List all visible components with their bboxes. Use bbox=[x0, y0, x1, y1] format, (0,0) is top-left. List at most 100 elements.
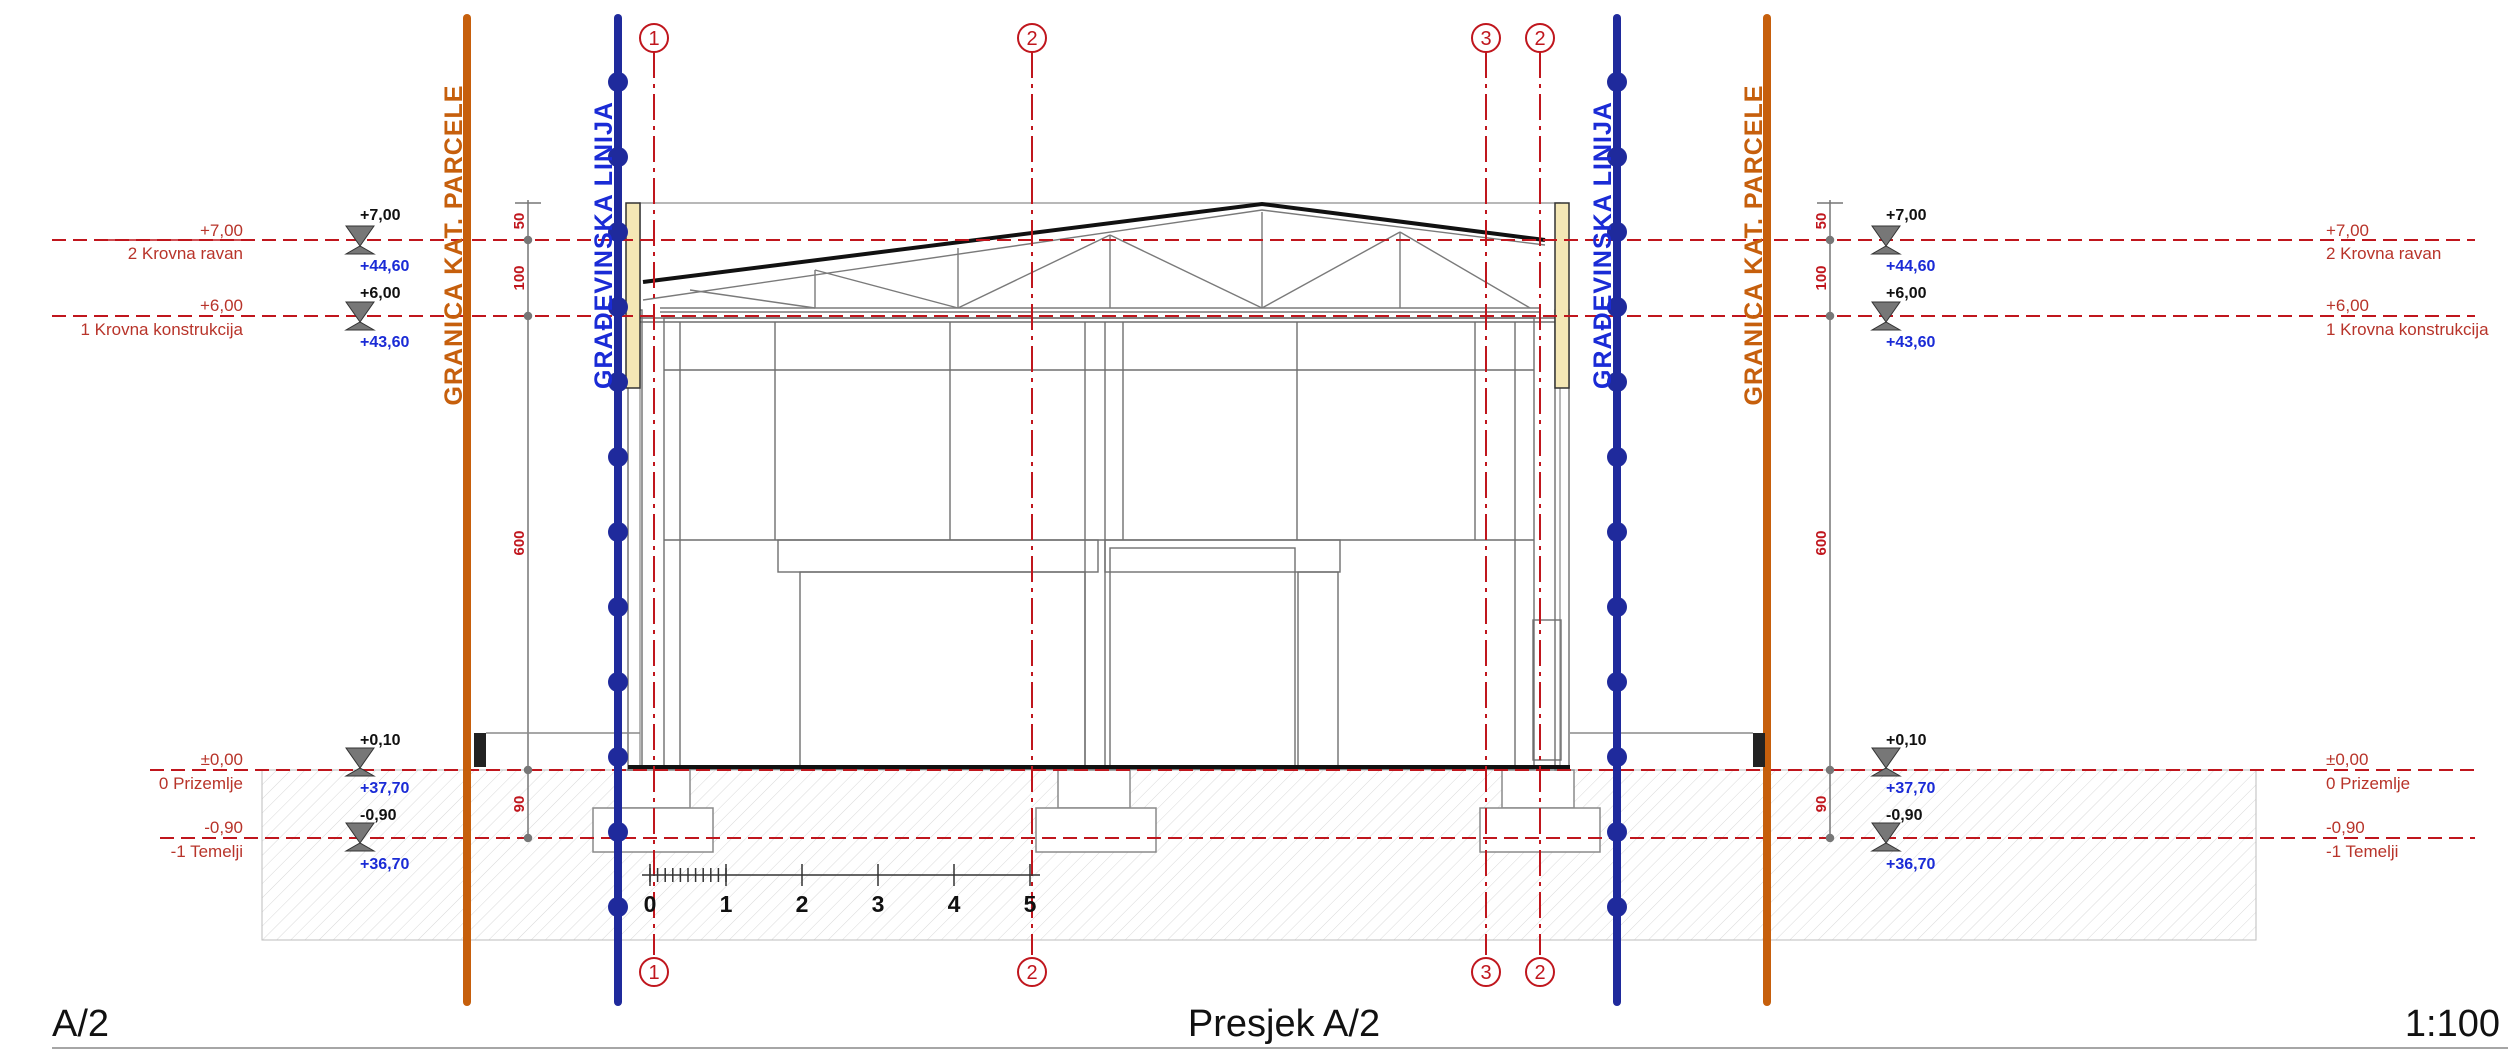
lvl-ground-value-right: ±0,00 bbox=[2326, 750, 2368, 769]
building-line-dot bbox=[608, 522, 628, 542]
sheet-number: A/2 bbox=[52, 1003, 109, 1045]
building-line-dot bbox=[1607, 72, 1627, 92]
elevation-markers-right: +7,00 +44,60 +6,00 +43,60 +0,10 +37,70 -… bbox=[1870, 207, 1935, 873]
elev-ground-abs-left: +37,70 bbox=[360, 780, 409, 797]
elev-struct-abs-right: +43,60 bbox=[1886, 334, 1935, 351]
dim-50-right: 50 bbox=[1813, 213, 1830, 230]
lvl-struct-value-right: +6,00 bbox=[2326, 296, 2369, 315]
roof-truss bbox=[642, 209, 1546, 313]
building-line-dot bbox=[608, 597, 628, 617]
dimension-chain-right bbox=[1817, 200, 1843, 843]
elev-roof-rel-right: +7,00 bbox=[1886, 207, 1927, 224]
building-line-dot bbox=[1607, 672, 1627, 692]
building-line-dot bbox=[608, 822, 628, 842]
building-section bbox=[627, 202, 1570, 771]
scale-label: 2 bbox=[796, 891, 809, 917]
building-line-label-right: GRAĐEVINSKA LINIJA bbox=[1589, 101, 1617, 389]
lvl-found-value-right: -0,90 bbox=[2326, 818, 2365, 837]
building-line-dot bbox=[1607, 747, 1627, 767]
dim-600-right: 600 bbox=[1813, 530, 1830, 555]
building-line-dot bbox=[608, 72, 628, 92]
lvl-found-name-left: -1 Temelji bbox=[171, 842, 243, 861]
elev-found-abs-right: +36,70 bbox=[1886, 856, 1935, 873]
lvl-roof-name-left: 2 Krovna ravan bbox=[128, 244, 243, 263]
building-line-dot bbox=[608, 222, 628, 242]
boundary-label-right: GRANICA KAT. PARCELE bbox=[1740, 85, 1768, 406]
grid-label-2b-top: 2 bbox=[1534, 28, 1545, 50]
grid-label-3-bottom: 3 bbox=[1480, 962, 1491, 984]
building-line-dot bbox=[1607, 372, 1627, 392]
grid-bubbles bbox=[639, 23, 1555, 987]
scale-label: 3 bbox=[872, 891, 885, 917]
lvl-roof-value-left: +7,00 bbox=[200, 221, 243, 240]
dim-50-left: 50 bbox=[511, 213, 528, 230]
building-line-dot bbox=[1607, 522, 1627, 542]
grid-label-1-bottom: 1 bbox=[648, 962, 659, 984]
left-wall-panel bbox=[625, 202, 641, 389]
level-captions-left: +7,00 2 Krovna ravan +6,00 1 Krovna kons… bbox=[80, 221, 250, 861]
building-line-dot bbox=[608, 747, 628, 767]
building-line-dot bbox=[1607, 222, 1627, 242]
scale-label: 0 bbox=[644, 891, 657, 917]
grid-label-2-top: 2 bbox=[1026, 28, 1037, 50]
lvl-ground-name-right: 0 Prizemlje bbox=[2326, 774, 2410, 793]
elev-ground-rel-left: +0,10 bbox=[360, 732, 401, 749]
level-lines bbox=[52, 239, 2475, 839]
elev-found-rel-left: -0,90 bbox=[360, 807, 397, 824]
dimension-texts: 50 100 600 90 50 100 600 90 bbox=[511, 213, 1830, 813]
scale-bar-labels: 0 1 2 3 4 5 bbox=[644, 891, 1037, 917]
building-line-dot bbox=[1607, 447, 1627, 467]
building-line-label-left: GRAĐEVINSKA LINIJA bbox=[590, 101, 618, 389]
section-title: Presjek A/2 bbox=[1188, 1003, 1380, 1045]
elev-roof-rel-left: +7,00 bbox=[360, 207, 401, 224]
scale-label: 4 bbox=[948, 891, 961, 917]
lvl-roof-value-right: +7,00 bbox=[2326, 221, 2369, 240]
building-line-dot bbox=[1607, 147, 1627, 167]
right-wall-panel bbox=[1554, 202, 1570, 389]
elev-struct-rel-right: +6,00 bbox=[1886, 285, 1927, 302]
scale-label: 5 bbox=[1024, 891, 1037, 917]
building-lines: GRAĐEVINSKA LINIJA GRAĐEVINSKA LINIJA bbox=[590, 14, 1627, 1006]
building-line-dot bbox=[1607, 897, 1627, 917]
dim-100-left: 100 bbox=[511, 265, 528, 290]
lvl-found-name-right: -1 Temelji bbox=[2326, 842, 2398, 861]
building-line-dot bbox=[608, 897, 628, 917]
elev-struct-rel-left: +6,00 bbox=[360, 285, 401, 302]
elev-found-rel-right: -0,90 bbox=[1886, 807, 1923, 824]
dim-90-right: 90 bbox=[1813, 796, 1830, 813]
level-captions-right: +7,00 2 Krovna ravan +6,00 1 Krovna kons… bbox=[2326, 221, 2489, 861]
elev-roof-abs-left: +44,60 bbox=[360, 258, 409, 275]
elev-struct-abs-left: +43,60 bbox=[360, 334, 409, 351]
elev-ground-rel-right: +0,10 bbox=[1886, 732, 1927, 749]
elev-ground-abs-right: +37,70 bbox=[1886, 780, 1935, 797]
lvl-struct-name-left: 1 Krovna konstrukcija bbox=[80, 320, 243, 339]
grid-label-1-top: 1 bbox=[648, 28, 659, 50]
lvl-ground-name-left: 0 Prizemlje bbox=[159, 774, 243, 793]
scale-bar bbox=[642, 864, 1040, 886]
soil-hatch bbox=[261, 769, 2257, 941]
building-line-dot bbox=[1607, 597, 1627, 617]
building-line-dot bbox=[1607, 822, 1627, 842]
grid-axes bbox=[653, 52, 1541, 955]
grid-label-3-top: 3 bbox=[1480, 28, 1491, 50]
lvl-found-value-left: -0,90 bbox=[204, 818, 243, 837]
elev-found-abs-left: +36,70 bbox=[360, 856, 409, 873]
lvl-struct-value-left: +6,00 bbox=[200, 296, 243, 315]
building-line-dot bbox=[608, 147, 628, 167]
elev-roof-abs-right: +44,60 bbox=[1886, 258, 1935, 275]
dim-90-left: 90 bbox=[511, 796, 528, 813]
grid-label-2-bottom: 2 bbox=[1026, 962, 1037, 984]
building-line-dot bbox=[608, 372, 628, 392]
drawing-scale: 1:100 bbox=[2405, 1003, 2500, 1045]
building-line-dot bbox=[608, 297, 628, 317]
lvl-struct-name-right: 1 Krovna konstrukcija bbox=[2326, 320, 2489, 339]
lvl-roof-name-right: 2 Krovna ravan bbox=[2326, 244, 2441, 263]
dimension-chain-left bbox=[515, 200, 541, 843]
boundary-label-left: GRANICA KAT. PARCELE bbox=[440, 85, 468, 406]
parcel-boundaries: GRANICA KAT. PARCELE GRANICA KAT. PARCEL… bbox=[440, 14, 1771, 1006]
scale-label: 1 bbox=[720, 891, 733, 917]
building-line-dot bbox=[608, 447, 628, 467]
grid-label-2b-bottom: 2 bbox=[1534, 962, 1545, 984]
building-line-dot bbox=[1607, 297, 1627, 317]
